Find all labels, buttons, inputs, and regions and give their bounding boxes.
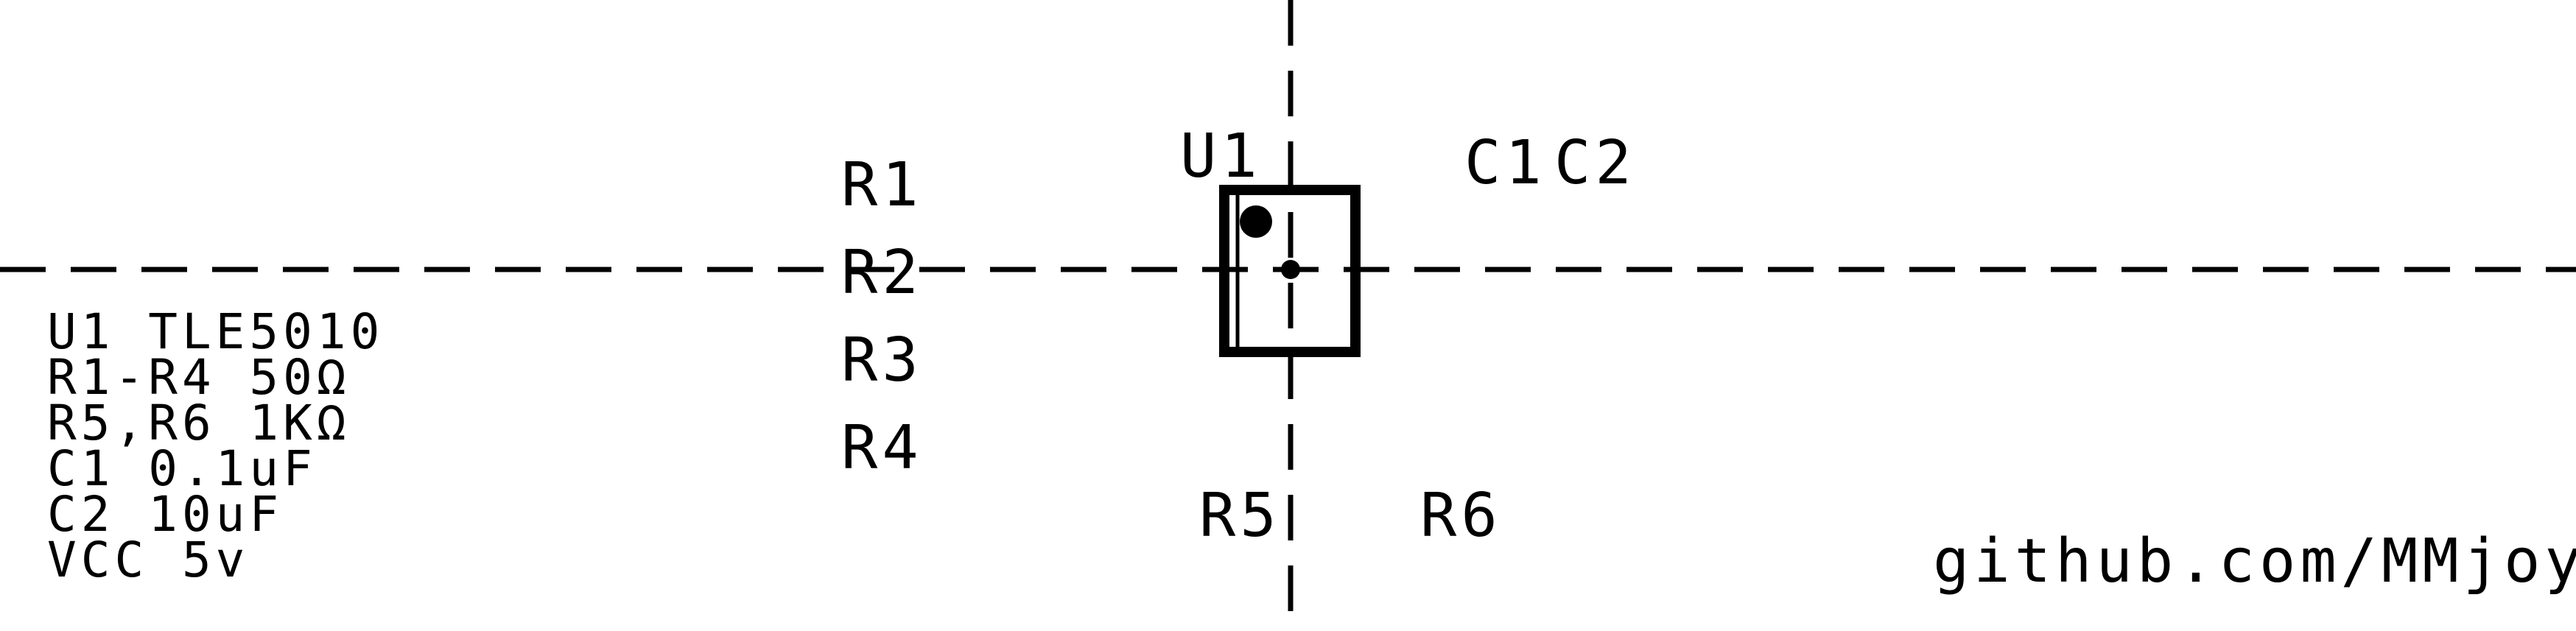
designator-r4: R4	[841, 413, 923, 483]
center-point-dot	[1281, 260, 1300, 279]
designator-r6: R6	[1420, 481, 1502, 551]
designator-r3: R3	[841, 325, 923, 395]
u1-footprint	[1219, 185, 1361, 357]
u1-package-outline	[1219, 185, 1361, 357]
parts-list-line: C2 10uF	[47, 486, 283, 543]
designator-r1: R1	[841, 150, 923, 220]
parts-list-line: R1-R4 50Ω	[47, 349, 351, 406]
designator-c2: C2	[1554, 128, 1636, 198]
parts-list-line: R5,R6 1KΩ	[47, 395, 351, 451]
designator-r2: R2	[841, 238, 923, 308]
designator-c1: C1	[1464, 128, 1546, 198]
parts-list-line: C1 0.1uF	[47, 440, 317, 497]
designator-u1: U1	[1180, 121, 1262, 191]
designator-r5: R5	[1199, 481, 1281, 551]
parts-list: U1 TLE5010 R1-R4 50Ω R5,R6 1KΩ C1 0.1uF …	[47, 303, 384, 588]
footer-url: github.com/MMjoy	[1933, 526, 2576, 596]
parts-list-line: U1 TLE5010	[47, 303, 384, 360]
parts-list-line: VCC 5v	[47, 532, 249, 588]
pin1-marker-dot	[1240, 205, 1272, 238]
